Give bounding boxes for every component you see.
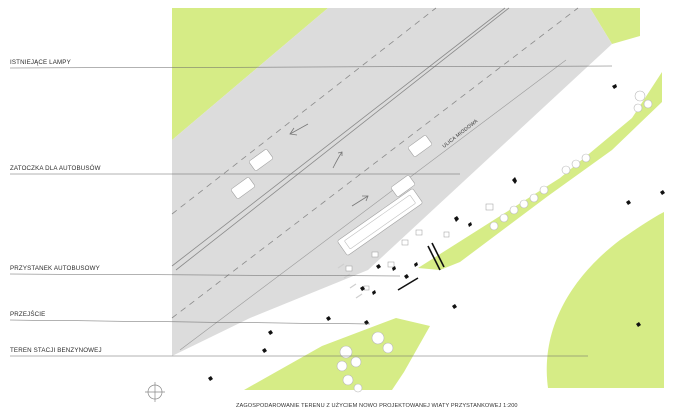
arrow-up-icon xyxy=(332,151,343,169)
person-icon xyxy=(392,266,396,271)
grass-top-right xyxy=(590,8,640,44)
person-icon xyxy=(404,274,409,279)
tree-icon xyxy=(509,185,549,215)
bus-window xyxy=(344,195,416,249)
person-icon xyxy=(262,348,267,353)
centre-line-1 xyxy=(171,7,506,267)
lane-divider-dashed-bottom xyxy=(171,7,579,319)
person-icon xyxy=(468,222,472,227)
person-icon xyxy=(326,316,331,321)
tree-icon xyxy=(633,90,653,113)
leader-stop xyxy=(9,273,401,277)
figures xyxy=(208,84,665,381)
bus-shelter-icon xyxy=(397,242,445,291)
leader-lines xyxy=(9,65,613,357)
road-markings xyxy=(171,7,579,351)
car-icon xyxy=(249,149,273,171)
person-icon xyxy=(454,216,459,222)
north-arrow-icon xyxy=(145,382,165,402)
label-station: TEREN STACJI BENZYNOWEJ xyxy=(10,347,102,354)
arrow-left-icon xyxy=(289,123,309,136)
tree-icon xyxy=(371,331,394,354)
person-icon xyxy=(364,320,369,325)
person-icon xyxy=(452,304,457,309)
person-icon xyxy=(414,262,418,267)
label-lamps: ISTNIEJĄCE LAMPY xyxy=(10,59,71,66)
label-crossing: PRZEJŚCIE xyxy=(10,310,45,318)
tree-icon xyxy=(342,374,363,393)
centre-line-2 xyxy=(175,7,510,271)
label-stop: PRZYSTANEK AUTOBUSOWY xyxy=(10,265,100,272)
bus-icon xyxy=(337,188,423,256)
person-icon xyxy=(268,330,273,335)
tree-icon xyxy=(489,213,509,231)
car-icon xyxy=(408,135,432,157)
lane-arrows xyxy=(289,123,369,207)
label-bay: ZATOCZKA DLA AUTOBUSÓW xyxy=(10,165,101,172)
tree-icon xyxy=(561,153,591,175)
drawing-caption: ZAGOSPODAROWANIE TERENU Z UŻYCIEM NOWO P… xyxy=(236,402,518,409)
person-icon xyxy=(660,190,665,195)
crossing-markings xyxy=(337,263,363,299)
bay-edge-line xyxy=(179,59,567,351)
car-icon xyxy=(391,175,415,197)
leader-lamps xyxy=(9,65,613,69)
trees xyxy=(336,90,653,393)
road xyxy=(172,8,612,356)
person-icon xyxy=(208,376,213,381)
lane-divider-dashed-top xyxy=(171,7,437,215)
person-icon xyxy=(372,290,376,295)
person-icon xyxy=(636,322,641,327)
grass-bottom-left xyxy=(244,318,430,390)
person-icon xyxy=(626,200,631,205)
leader-crossing xyxy=(9,319,371,325)
lamp-icon xyxy=(612,84,617,89)
person-icon xyxy=(376,264,381,269)
person-icon xyxy=(512,177,517,184)
tree-icon xyxy=(336,345,362,372)
arrow-right-icon xyxy=(351,195,369,207)
grass-bottom-right xyxy=(546,212,664,388)
person-icon xyxy=(360,286,365,291)
vehicles xyxy=(231,135,432,256)
car-icon xyxy=(231,177,255,199)
